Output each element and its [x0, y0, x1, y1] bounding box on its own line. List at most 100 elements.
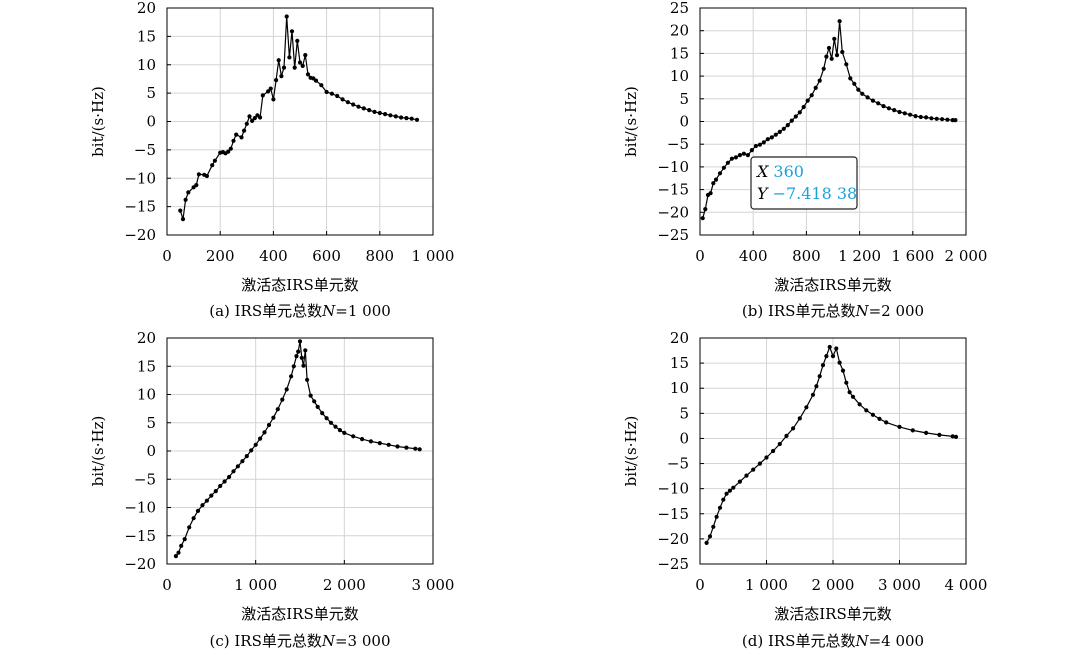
y-tick-label: −5 [667, 135, 689, 153]
y-tick-label: −15 [124, 198, 156, 216]
series-line [179, 16, 418, 220]
data-point [856, 87, 861, 92]
data-point [383, 112, 388, 117]
y-tick-label: 5 [146, 84, 156, 102]
data-point [242, 128, 247, 133]
data-point [284, 14, 289, 19]
x-tick-label: 2 000 [812, 576, 855, 594]
data-point [837, 19, 842, 24]
data-point [258, 115, 263, 120]
data-point [414, 117, 420, 122]
data-point [333, 424, 338, 429]
data-point [231, 138, 236, 143]
data-point [821, 66, 826, 71]
caption-part: N [854, 632, 869, 650]
data-point [749, 148, 755, 153]
data-point [804, 405, 809, 410]
caption-part: (a) IRS单元总数 [209, 302, 322, 320]
x-tick-label: 1 200 [838, 247, 881, 265]
data-point [234, 132, 239, 137]
data-point [250, 118, 255, 123]
y-tick-label: 15 [137, 27, 156, 45]
data-point [777, 129, 782, 134]
data-point [235, 464, 240, 469]
data-point [708, 191, 713, 196]
data-point [319, 83, 324, 88]
data-point [244, 121, 249, 126]
data-point [266, 89, 271, 94]
data-point [195, 508, 201, 513]
subplot-caption: (b) IRS单元总数N=2 000 [742, 302, 924, 320]
data-point [892, 108, 897, 113]
data-point [908, 112, 913, 117]
data-point [817, 374, 822, 379]
data-point [312, 399, 317, 404]
y-tick-label: −15 [657, 505, 689, 523]
y-tick-label: −20 [657, 530, 689, 548]
data-point [342, 430, 347, 435]
x-tick-label: 3 000 [412, 576, 455, 594]
data-point [953, 434, 959, 439]
x-tick-label: 2 000 [945, 247, 988, 265]
data-point [279, 74, 284, 79]
data-point [399, 115, 404, 120]
x-tick-label: 400 [259, 247, 288, 265]
data-point [950, 434, 955, 439]
caption-part: N [321, 302, 336, 320]
tooltip-x: X 360 [755, 162, 804, 181]
y-tick-label: −5 [134, 470, 156, 488]
data-point [797, 110, 802, 115]
caption-part: (b) IRS单元总数 [742, 302, 856, 320]
subplot-c: 0 1 000 2 000 3 000 −20 −15 −10 −5 0 5 10 15 20 激活态IR… [89, 329, 454, 650]
series-line [175, 341, 420, 557]
data-point [886, 106, 892, 111]
data-point [173, 554, 178, 559]
x-axis-label: 激活态IRS单元数 [774, 276, 892, 294]
data-point [240, 459, 245, 464]
data-point [824, 54, 829, 59]
data-point [791, 426, 796, 431]
y-tick-label: −10 [657, 158, 689, 176]
data-point [227, 474, 232, 480]
data-point [313, 78, 319, 83]
data-point [204, 173, 209, 179]
data-point [210, 163, 215, 168]
data-point [345, 100, 350, 105]
data-point [268, 86, 273, 91]
caption-part: =2 000 [869, 302, 925, 320]
data-point [409, 116, 414, 121]
data-point [209, 493, 214, 498]
data-point [793, 114, 798, 119]
data-point [753, 143, 759, 149]
y-tick-label: 15 [670, 44, 689, 62]
y-tick-label: −5 [667, 455, 689, 473]
data-point [829, 56, 834, 61]
y-tick-label: 5 [679, 404, 689, 422]
data-point [703, 207, 708, 212]
y-tick-label: 20 [137, 0, 156, 17]
data-point [724, 491, 729, 496]
data-point [299, 355, 304, 360]
data-point [328, 420, 334, 425]
data-point [372, 109, 377, 114]
data-point [700, 216, 705, 221]
data-point [844, 62, 849, 67]
data-point [789, 118, 794, 123]
data-point [834, 346, 839, 351]
data-point [814, 384, 819, 389]
data-point [924, 430, 929, 435]
data-point [361, 106, 366, 111]
data-point [751, 467, 756, 472]
data-point [213, 489, 218, 494]
data-point [830, 354, 836, 359]
data-point [179, 543, 184, 549]
data-point [253, 442, 258, 447]
data-point [266, 422, 272, 428]
data-point [924, 115, 929, 120]
data-point [249, 448, 254, 453]
data-point [324, 416, 329, 421]
data-point [271, 97, 276, 102]
data-point [186, 190, 191, 195]
data-point [824, 354, 829, 359]
data-point [335, 93, 340, 99]
